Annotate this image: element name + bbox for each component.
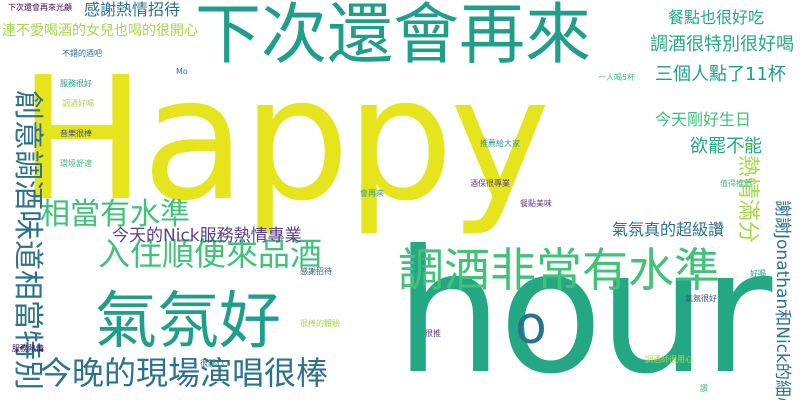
word-small-14: 會再來: [360, 189, 384, 198]
word-xiangdang: 相當有水準: [40, 197, 190, 232]
word-hour: hour: [395, 214, 772, 400]
word-small-7: 酒保很專業: [470, 179, 510, 188]
word-lianbu: 連不愛喝酒的女兒也喝的很開心: [2, 23, 198, 39]
word-ruzhu: 入住順便來品酒: [98, 235, 323, 273]
word-small-5: 音樂很棒: [60, 129, 92, 138]
word-happy: Happy: [18, 41, 550, 239]
word-hour-o: o: [515, 296, 547, 356]
word-small-15: 餐點美味: [520, 199, 552, 208]
word-small-8: 推薦給大家: [480, 139, 520, 148]
word-small-12: 感謝招待: [300, 267, 332, 276]
word-xiexie: 謝謝Jonathan和Nick的細心服務: [772, 200, 792, 400]
word-small-9: Live: [738, 141, 755, 150]
word-small-16: 值得推薦: [720, 179, 752, 188]
word-small-17: 氣氛很好: [685, 294, 717, 303]
word-small-3: 服務很好: [60, 79, 92, 88]
word-small-20: 很開心: [200, 359, 224, 368]
word-qifenhao: 氣氛好: [95, 284, 282, 357]
word-qifenzhen: 氣氛真的超級讚: [612, 220, 725, 239]
word-xiaci: 下次還會再來: [195, 0, 591, 73]
word-sangeren: 三個人點了11杯: [655, 64, 786, 85]
word-jintiande: 今天的Nick服務熱情專業: [112, 226, 302, 246]
word-reqing: 熱情滿分: [735, 155, 760, 244]
word-small-4: 調酒好喝: [62, 99, 94, 108]
word-small-2: 不錯的酒吧: [62, 49, 102, 58]
word-small-6: 環境舒適: [60, 159, 92, 168]
word-jinwan: 今晚的現場演唱很棒: [40, 354, 329, 392]
word-tiaojiuhen: 調酒很特別很好喝: [650, 34, 794, 55]
word-small-10: Mo: [176, 67, 188, 76]
word-canjian: 餐點也很好吃: [668, 8, 765, 27]
word-small-21: 好喝: [750, 269, 766, 278]
word-small-23: 讚: [700, 384, 708, 393]
word-small-13: 很棒的體驗: [300, 319, 340, 328]
word-small-18: 服務熱情: [12, 344, 44, 353]
word-small-19: 調酒師很用心: [645, 355, 693, 364]
word-ganxie: 感謝熱情招待: [84, 0, 181, 19]
word-small-1: 下次還會再來光顧: [8, 3, 72, 12]
word-small-11: 一人喝5杯: [598, 73, 636, 82]
word-jintian: 今天剛好生日: [655, 110, 752, 129]
word-tiaojiu: 調酒非常有水準: [398, 243, 720, 297]
word-xiechong: 欲罷不能: [690, 136, 762, 157]
word-small-22: 很推: [425, 329, 441, 338]
